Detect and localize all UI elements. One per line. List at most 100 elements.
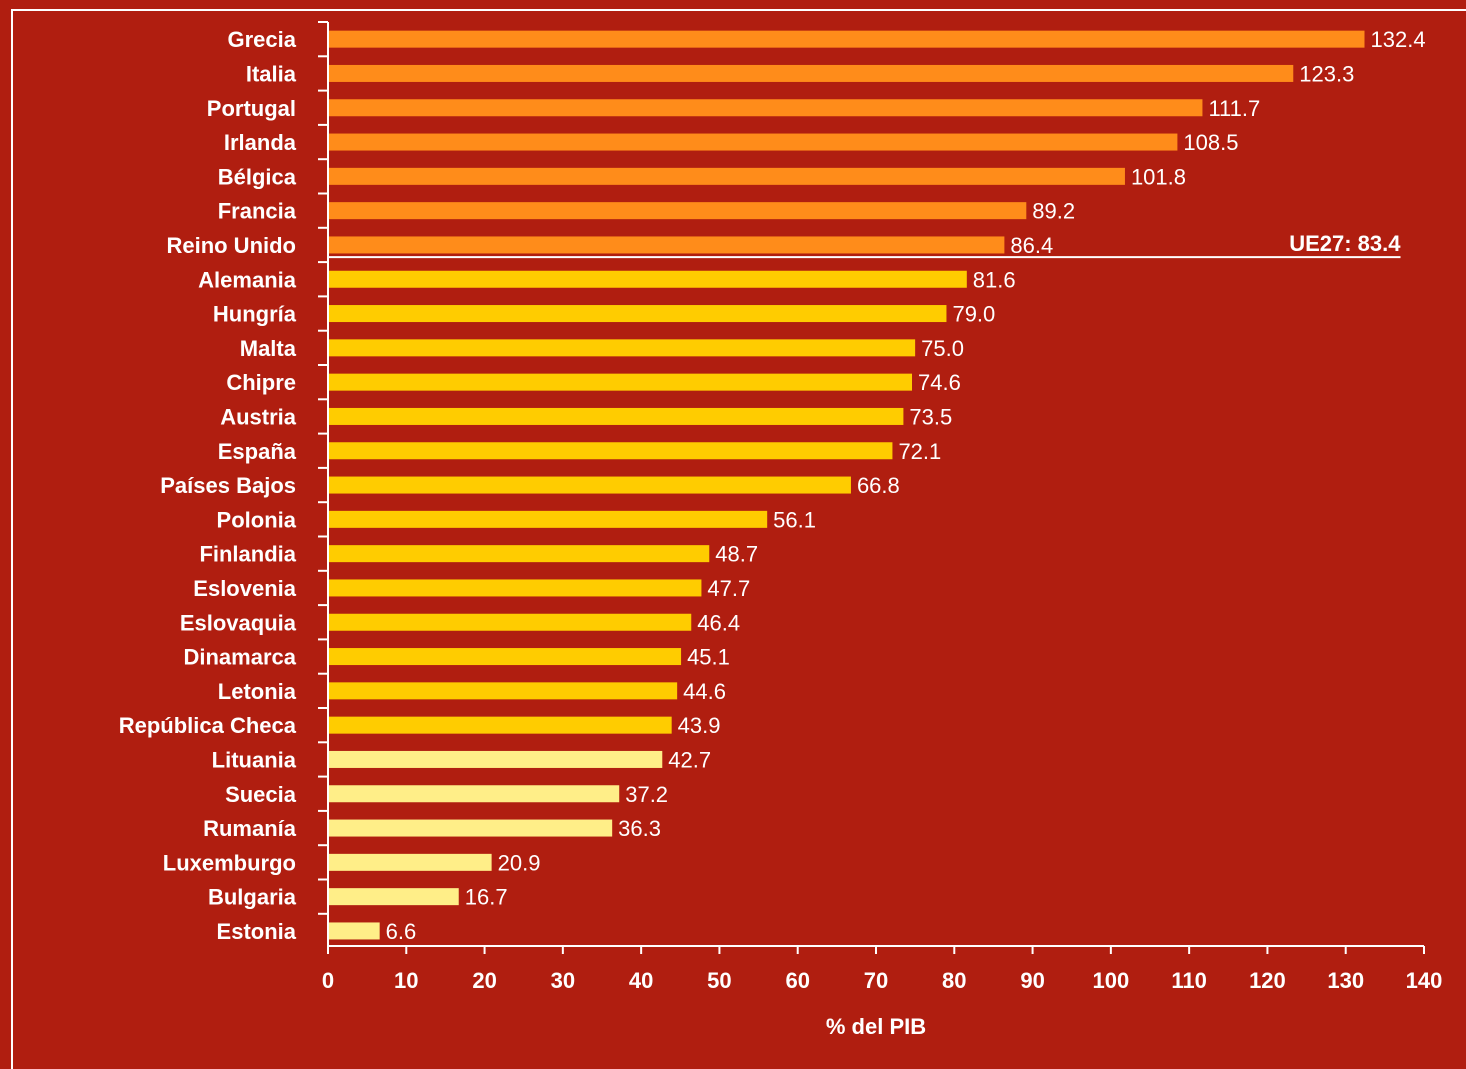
bar [328,64,1294,82]
category-label: Bélgica [218,164,297,189]
x-tick-label: 140 [1406,968,1443,993]
x-tick-label: 30 [551,968,575,993]
data-label: 75.0 [921,336,964,361]
data-label: 46.4 [697,610,740,635]
bar [328,442,893,460]
x-tick-label: 100 [1092,968,1129,993]
data-label: 81.6 [973,267,1016,292]
bar [328,785,620,803]
data-label: 111.7 [1208,96,1260,121]
data-label: 48.7 [715,542,758,567]
category-label: Francia [218,199,297,224]
category-label: Alemania [198,267,297,292]
data-label: 16.7 [465,885,508,910]
bar [328,305,947,323]
data-label: 44.6 [683,679,726,704]
category-label: Bulgaria [208,885,297,910]
data-label: 66.8 [857,473,900,498]
x-tick-label: 110 [1171,968,1207,993]
x-tick-label: 90 [1020,968,1044,993]
category-label: Chipre [226,370,296,395]
data-label: 123.3 [1299,61,1354,86]
category-label: Lituania [212,747,297,772]
category-label: Eslovenia [193,576,296,601]
x-tick-label: 120 [1249,968,1286,993]
category-label: Rumanía [203,816,297,841]
category-label: Austria [220,404,297,429]
chart-border [11,9,1466,1069]
category-label: Eslovaquia [180,610,297,635]
bar [328,373,913,391]
category-label: Letonia [218,679,297,704]
data-label: 108.5 [1183,130,1238,155]
bar [328,270,967,288]
bar [328,750,663,768]
x-tick-label: 10 [394,968,418,993]
x-tick-label: 70 [864,968,888,993]
x-tick-label: 0 [322,968,334,993]
category-label: Luxemburgo [163,850,296,875]
bar [328,133,1178,151]
bar [328,202,1027,220]
bar [328,613,692,631]
data-label: 79.0 [952,302,995,327]
data-label: 6.6 [386,919,417,944]
bar [328,476,851,494]
bar [328,510,768,528]
category-label: Portugal [207,96,296,121]
data-label: 37.2 [625,782,668,807]
bar [328,682,678,700]
data-label: 36.3 [618,816,661,841]
category-label: Suecia [225,782,297,807]
data-label: 72.1 [898,439,941,464]
category-label: Polonia [217,507,297,532]
bar [328,30,1365,48]
data-label: 42.7 [668,747,711,772]
bar [328,579,702,597]
category-label: Irlanda [224,130,297,155]
data-label: 132.4 [1371,27,1426,52]
bar [328,236,1005,254]
category-label: Finlandia [199,542,296,567]
x-tick-label: 130 [1327,968,1364,993]
bar [328,339,916,357]
bar [328,407,904,425]
category-label: República Checa [119,713,297,738]
data-label: 89.2 [1032,199,1075,224]
bar [328,545,710,563]
bar [328,99,1203,117]
bars-layer: Grecia 132.4 Italia 123.3 Portugal 111.7 Irlan… [119,21,1426,946]
bar [328,167,1125,185]
data-label: 56.1 [773,507,816,532]
category-label: Reino Unido [166,233,296,258]
data-label: 73.5 [909,404,952,429]
category-label: Estonia [217,919,297,944]
x-tick-label: 50 [707,968,731,993]
x-tick-label: 40 [629,968,653,993]
category-label: Italia [246,61,297,86]
category-label: Grecia [228,27,297,52]
data-label: 101.8 [1131,164,1186,189]
data-label: 45.1 [687,645,730,670]
category-label: España [218,439,297,464]
bar [328,648,682,666]
category-label: Dinamarca [183,645,296,670]
reference-line-group: UE27: 83.4 [328,231,1401,259]
data-label: 74.6 [918,370,961,395]
data-label: 43.9 [678,713,721,738]
bar [328,888,459,906]
x-tick-label: 60 [785,968,809,993]
bar [328,716,672,734]
category-label: Malta [240,336,297,361]
category-label: Hungría [213,302,297,327]
bar [328,819,613,837]
x-tick-label: 80 [942,968,966,993]
bar [328,853,492,871]
data-label: 20.9 [498,850,541,875]
data-label: 86.4 [1010,233,1053,258]
data-label: 47.7 [707,576,750,601]
x-axis: 0 10 20 30 40 50 60 70 80 90 100 110 120 130 140 [322,945,1443,993]
bar [328,922,380,940]
reference-line-label: UE27: 83.4 [1289,231,1401,256]
